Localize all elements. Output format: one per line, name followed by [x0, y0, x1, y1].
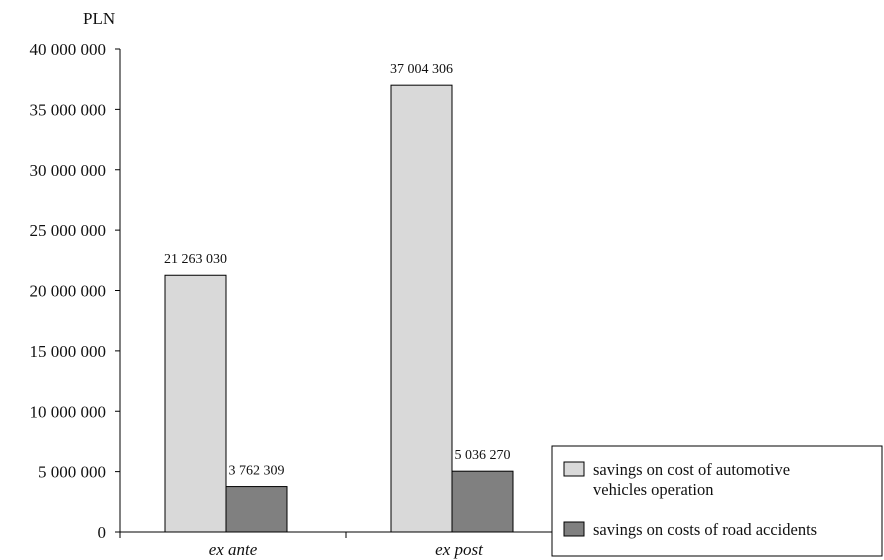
y-tick-label: 15 000 000: [30, 342, 107, 361]
y-tick-label: 10 000 000: [30, 402, 107, 421]
y-tick-label: 30 000 000: [30, 161, 107, 180]
y-axis-unit-label: PLN: [83, 9, 115, 28]
y-tick-label: 0: [98, 523, 107, 542]
legend-swatch: [563, 461, 585, 477]
bar-road-accidents-0: [225, 486, 288, 533]
data-label: 21 263 030: [164, 252, 227, 267]
bar-vehicle-operation-1: [390, 84, 453, 533]
y-tick-label: 40 000 000: [30, 40, 107, 59]
data-labels: 21 263 030 3 762 309 37 004 306 5 036 270: [164, 62, 511, 478]
y-tick-label: 35 000 000: [30, 100, 107, 119]
y-tick-label: 5 000 000: [38, 463, 106, 482]
x-category-label: ex post: [435, 540, 484, 559]
y-tick-label: 20 000 000: [30, 282, 107, 301]
legend-label: vehicles operation: [593, 480, 714, 499]
legend-box: [551, 445, 883, 557]
bars: [164, 84, 514, 533]
x-axis-labels: ex ante ex post: [209, 540, 484, 559]
x-category-label: ex ante: [209, 540, 258, 559]
legend-label: savings on costs of road accidents: [593, 520, 817, 539]
y-tick-label: 25 000 000: [30, 221, 107, 240]
legend-label: savings on cost of automotive: [593, 460, 790, 479]
data-label: 37 004 306: [390, 62, 453, 77]
bar-road-accidents-1: [451, 470, 514, 533]
data-label: 5 036 270: [455, 448, 511, 463]
y-axis-ticks: 0 5 000 000 10 000 000 15 000 000 20 000 000…: [30, 40, 120, 542]
bar-vehicle-operation-0: [164, 274, 227, 533]
data-label: 3 762 309: [229, 464, 285, 479]
legend-swatch: [563, 521, 585, 537]
